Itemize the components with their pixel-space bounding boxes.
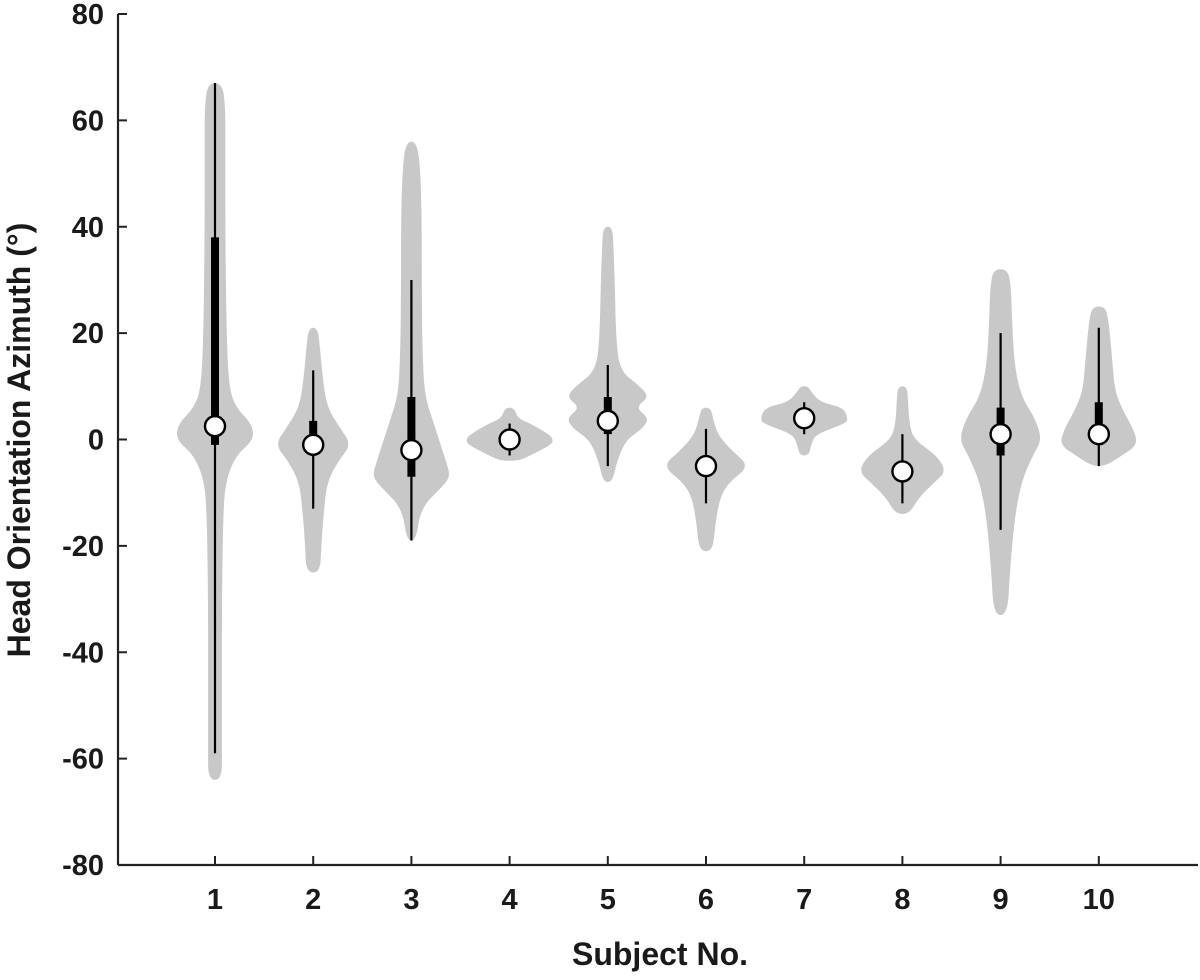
x-tick-label: 9 <box>993 884 1009 916</box>
x-tick-label: 3 <box>403 884 419 916</box>
y-axis-title: Head Orientation Azimuth (°) <box>1 223 37 658</box>
median-marker-subject-2 <box>302 433 325 457</box>
y-tick-label: -60 <box>62 744 104 776</box>
x-tick-label: 2 <box>305 884 321 916</box>
y-tick-label: 80 <box>72 0 104 31</box>
x-tick-label: 8 <box>894 884 910 916</box>
x-tick-label: 7 <box>796 884 812 916</box>
x-tick-label: 4 <box>502 884 518 916</box>
median-marker-subject-8 <box>891 460 914 483</box>
median-marker-subject-10 <box>1087 422 1111 446</box>
median-marker-subject-4 <box>498 428 521 451</box>
x-tick-label: 10 <box>1083 884 1115 916</box>
x-axis-title: Subject No. <box>572 936 748 972</box>
axes-layer: -80 -60 -40 -20 0 20 40 60 80 1 2 3 4 5 6 7 8 9 10 <box>62 0 1198 916</box>
y-tick-label: 40 <box>72 212 104 244</box>
y-tick-label: 60 <box>72 105 104 137</box>
x-tick-label: 1 <box>207 884 223 916</box>
y-tick-label: -40 <box>62 637 104 669</box>
median-marker-subject-3 <box>400 438 423 462</box>
y-tick-label: -80 <box>62 850 104 882</box>
x-tick-label: 5 <box>600 884 616 916</box>
violin-subject-5 <box>568 226 647 483</box>
x-tick-label: 6 <box>698 884 714 916</box>
median-marker-subject-6 <box>694 454 718 478</box>
y-tick-label: 0 <box>88 425 104 457</box>
y-tick-label: 20 <box>72 318 104 350</box>
median-marker-subject-1 <box>203 415 227 438</box>
boxes-layer <box>203 83 1111 754</box>
median-marker-subject-7 <box>793 407 816 430</box>
median-marker-subject-5 <box>596 409 619 433</box>
median-marker-subject-9 <box>989 422 1012 446</box>
y-tick-label: -20 <box>62 531 104 563</box>
